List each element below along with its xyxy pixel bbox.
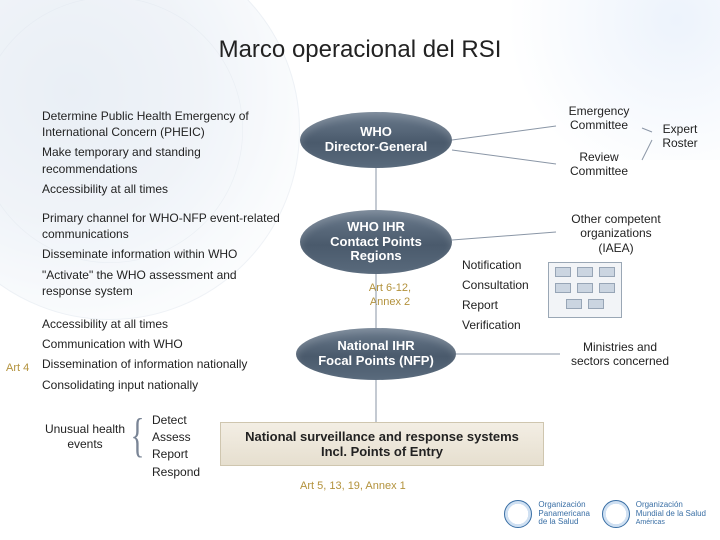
page-title: Marco operacional del RSI [0,36,720,64]
conn-consultation: Consultation [462,278,529,292]
brace-icon: { [131,408,145,463]
oval-dg: WHO Director-General [300,112,452,168]
conn-notification: Notification [462,258,521,272]
detect-item: Respond [152,464,212,480]
bullets-bot: Accessibility at all times Communication… [42,316,292,397]
paho-logo-icon [504,500,532,528]
detect-list: Detect Assess Report Respond [152,412,212,481]
contact-ref: Art 6-12, Annex 2 [350,282,430,310]
oval-contact-text: WHO IHR Contact Points Regions [330,220,422,265]
conn-verification: Verification [462,318,521,332]
bottom-ref: Art 5, 13, 19, Annex 1 [300,480,406,494]
who-logo: OrganizaciónMundial de la SaludAméricas [602,500,706,528]
art4-label: Art 4 [6,362,29,374]
who-logo-text: OrganizaciónMundial de la SaludAméricas [636,501,706,526]
bullets-mid: Primary channel for WHO-NFP event-relate… [42,210,282,303]
oval-nfp-text: National IHR Focal Points (NFP) [318,339,434,369]
paho-logo: OrganizaciónPanamericanade la Salud [504,500,590,528]
who-logo-icon [602,500,630,528]
bullet: Accessibility at all times [42,181,272,197]
bullets-top: Determine Public Health Emergency of Int… [42,108,272,201]
bullet: Communication with WHO [42,336,292,352]
bullet: "Activate" the WHO assessment and respon… [42,267,282,299]
bullet: Dissemination of information nationally [42,356,292,372]
emergency-committee: Emergency Committee [556,104,642,133]
oval-contact: WHO IHR Contact Points Regions [300,210,452,274]
expert-roster: Expert Roster [652,122,708,151]
bullet: Disseminate information within WHO [42,246,282,262]
bullet: Accessibility at all times [42,316,292,332]
oval-nfp: National IHR Focal Points (NFP) [296,328,456,380]
iaea-box: Other competent organizations (IAEA) [556,212,676,255]
oval-dg-text: WHO Director-General [325,125,428,155]
bullet: Consolidating input nationally [42,377,292,393]
paho-logo-text: OrganizaciónPanamericanade la Salud [538,501,590,526]
conn-report: Report [462,298,498,312]
bullet: Primary channel for WHO-NFP event-relate… [42,210,282,242]
review-committee: Review Committee [556,150,642,179]
detect-item: Detect [152,412,212,428]
mini-diagram [548,262,622,318]
ministries-box: Ministries and sectors concerned [560,340,680,369]
national-systems-box: National surveillance and response syste… [220,422,544,466]
detect-item: Report [152,446,212,462]
detect-item: Assess [152,429,212,445]
bullet: Determine Public Health Emergency of Int… [42,108,272,140]
events-label: Unusual health events [42,422,128,452]
bullet: Make temporary and standing recommendati… [42,144,272,176]
